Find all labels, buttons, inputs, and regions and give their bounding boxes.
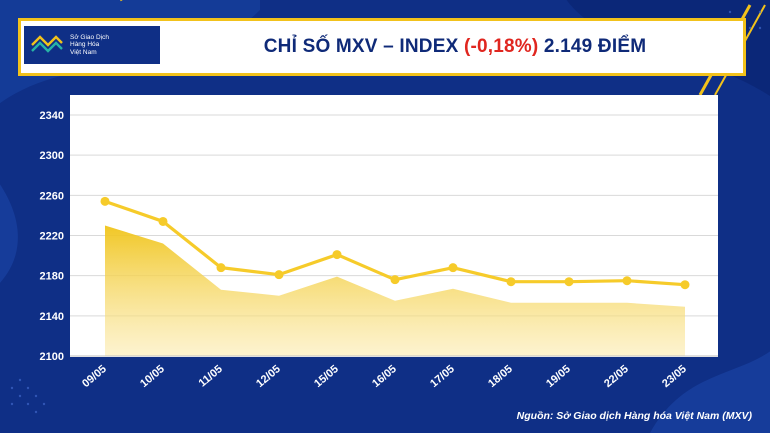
line-point xyxy=(274,270,284,280)
x-tick-label: 10/05 xyxy=(138,363,167,390)
source-note: Nguồn: Sở Giao dịch Hàng hóa Việt Nam (M… xyxy=(516,410,752,422)
x-tick-label: 18/05 xyxy=(486,363,515,390)
line-point xyxy=(680,280,690,290)
y-tick-label: 2100 xyxy=(40,351,64,363)
y-tick-label: 2180 xyxy=(40,271,64,283)
line-point xyxy=(448,263,458,273)
x-tick-label: 19/05 xyxy=(544,363,573,390)
x-tick-label: 12/05 xyxy=(254,363,283,390)
line-point xyxy=(100,196,110,206)
title-index-value: 2.149 ĐIỂM xyxy=(543,36,647,57)
logo-text: Sở Giao Dịch Hàng Hóa Việt Nam xyxy=(70,34,109,57)
x-tick-label: 16/05 xyxy=(370,363,399,390)
line-point xyxy=(216,263,226,273)
line-point xyxy=(390,275,400,285)
logo-line-3: Việt Nam xyxy=(70,48,97,56)
logo-line-2: Hàng Hóa xyxy=(70,41,100,49)
x-tick-label: 11/05 xyxy=(197,363,225,389)
line-point xyxy=(564,277,574,287)
y-tick-label: 2220 xyxy=(40,231,64,243)
y-tick-label: 2140 xyxy=(40,311,64,323)
logo-line-1: Sở Giao Dịch xyxy=(70,33,109,41)
x-tick-label: 09/05 xyxy=(80,363,109,390)
y-tick-label: 2340 xyxy=(40,110,64,122)
line-point xyxy=(622,276,632,286)
line-point xyxy=(158,216,168,226)
y-tick-label: 2300 xyxy=(40,150,64,162)
x-tick-label: 22/05 xyxy=(602,363,631,390)
line-point xyxy=(506,277,516,287)
title-index-name: CHỈ SỐ MXV – INDEX xyxy=(263,36,459,57)
x-tick-label: 23/05 xyxy=(660,363,689,390)
mxv-logo: Sở Giao Dịch Hàng Hóa Việt Nam xyxy=(22,24,162,66)
x-tick-label: 15/05 xyxy=(312,363,341,390)
dot-pattern-left xyxy=(10,378,46,414)
chart-title: CHỈ SỐ MXV – INDEX (-0,18%) 2.149 ĐIỂM xyxy=(190,36,720,58)
y-tick-label: 2260 xyxy=(40,190,64,202)
title-percent-change: (-0,18%) xyxy=(463,36,539,57)
area-series xyxy=(105,225,685,356)
mxv-logo-icon xyxy=(31,35,63,53)
x-tick-label: 17/05 xyxy=(428,363,457,390)
line-point xyxy=(332,250,342,260)
